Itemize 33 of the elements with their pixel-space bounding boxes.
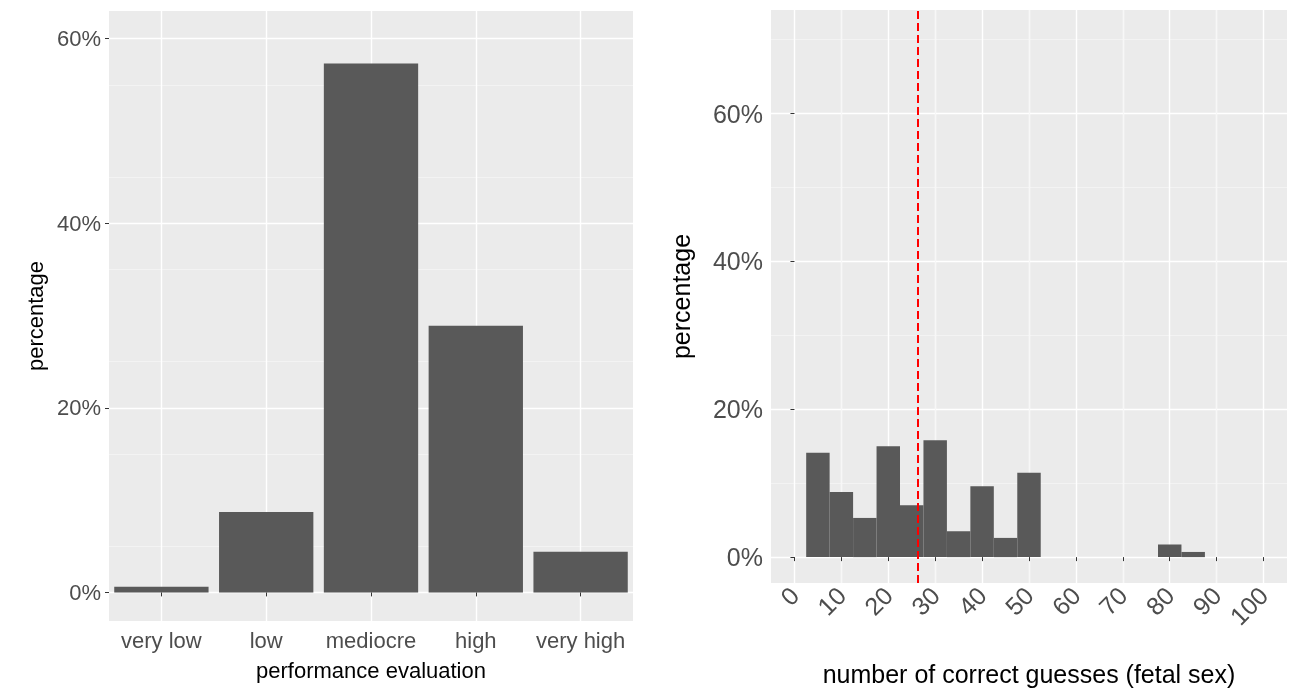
y-axis-title: percentage <box>666 233 695 360</box>
x-tick-label: 80 <box>1140 581 1180 621</box>
x-tick-label: low <box>249 627 283 653</box>
bar <box>533 551 628 593</box>
x-tick-label: 90 <box>1187 581 1227 621</box>
x-tick-label: 70 <box>1093 581 1133 621</box>
x-tick-label: very low <box>121 627 202 653</box>
y-tick-label: 0% <box>726 543 763 572</box>
x-tick-label: 100 <box>1224 581 1274 631</box>
x-tick-label: 10 <box>811 581 852 621</box>
y-tick-label: 40% <box>712 247 763 276</box>
x-tick-label: 50 <box>999 581 1039 621</box>
x-axis-title: number of correct guesses (fetal sex) <box>822 659 1236 688</box>
bar <box>114 586 209 593</box>
y-tick-label: 20% <box>712 395 763 424</box>
x-tick-label: 0 <box>774 581 805 611</box>
x-tick-label: mediocre <box>325 627 417 653</box>
x-tick-label: 30 <box>905 581 946 621</box>
y-tick-label: 60% <box>56 26 101 52</box>
y-tick-label: 40% <box>56 210 101 236</box>
bar <box>428 325 523 593</box>
x-tick-label: 20 <box>858 581 899 621</box>
x-tick-label: 40 <box>952 581 992 621</box>
y-tick-label: 20% <box>56 395 101 421</box>
x-tick-label: high <box>455 627 497 653</box>
x-tick-label: 60 <box>1046 581 1086 621</box>
y-tick-label: 0% <box>69 579 101 605</box>
bar <box>219 512 314 593</box>
y-axis-title: percentage <box>22 260 48 372</box>
y-tick-label: 60% <box>712 99 763 128</box>
x-tick-label: very high <box>535 627 626 653</box>
x-axis-title: performance evaluation <box>256 657 486 683</box>
bar <box>323 63 419 593</box>
